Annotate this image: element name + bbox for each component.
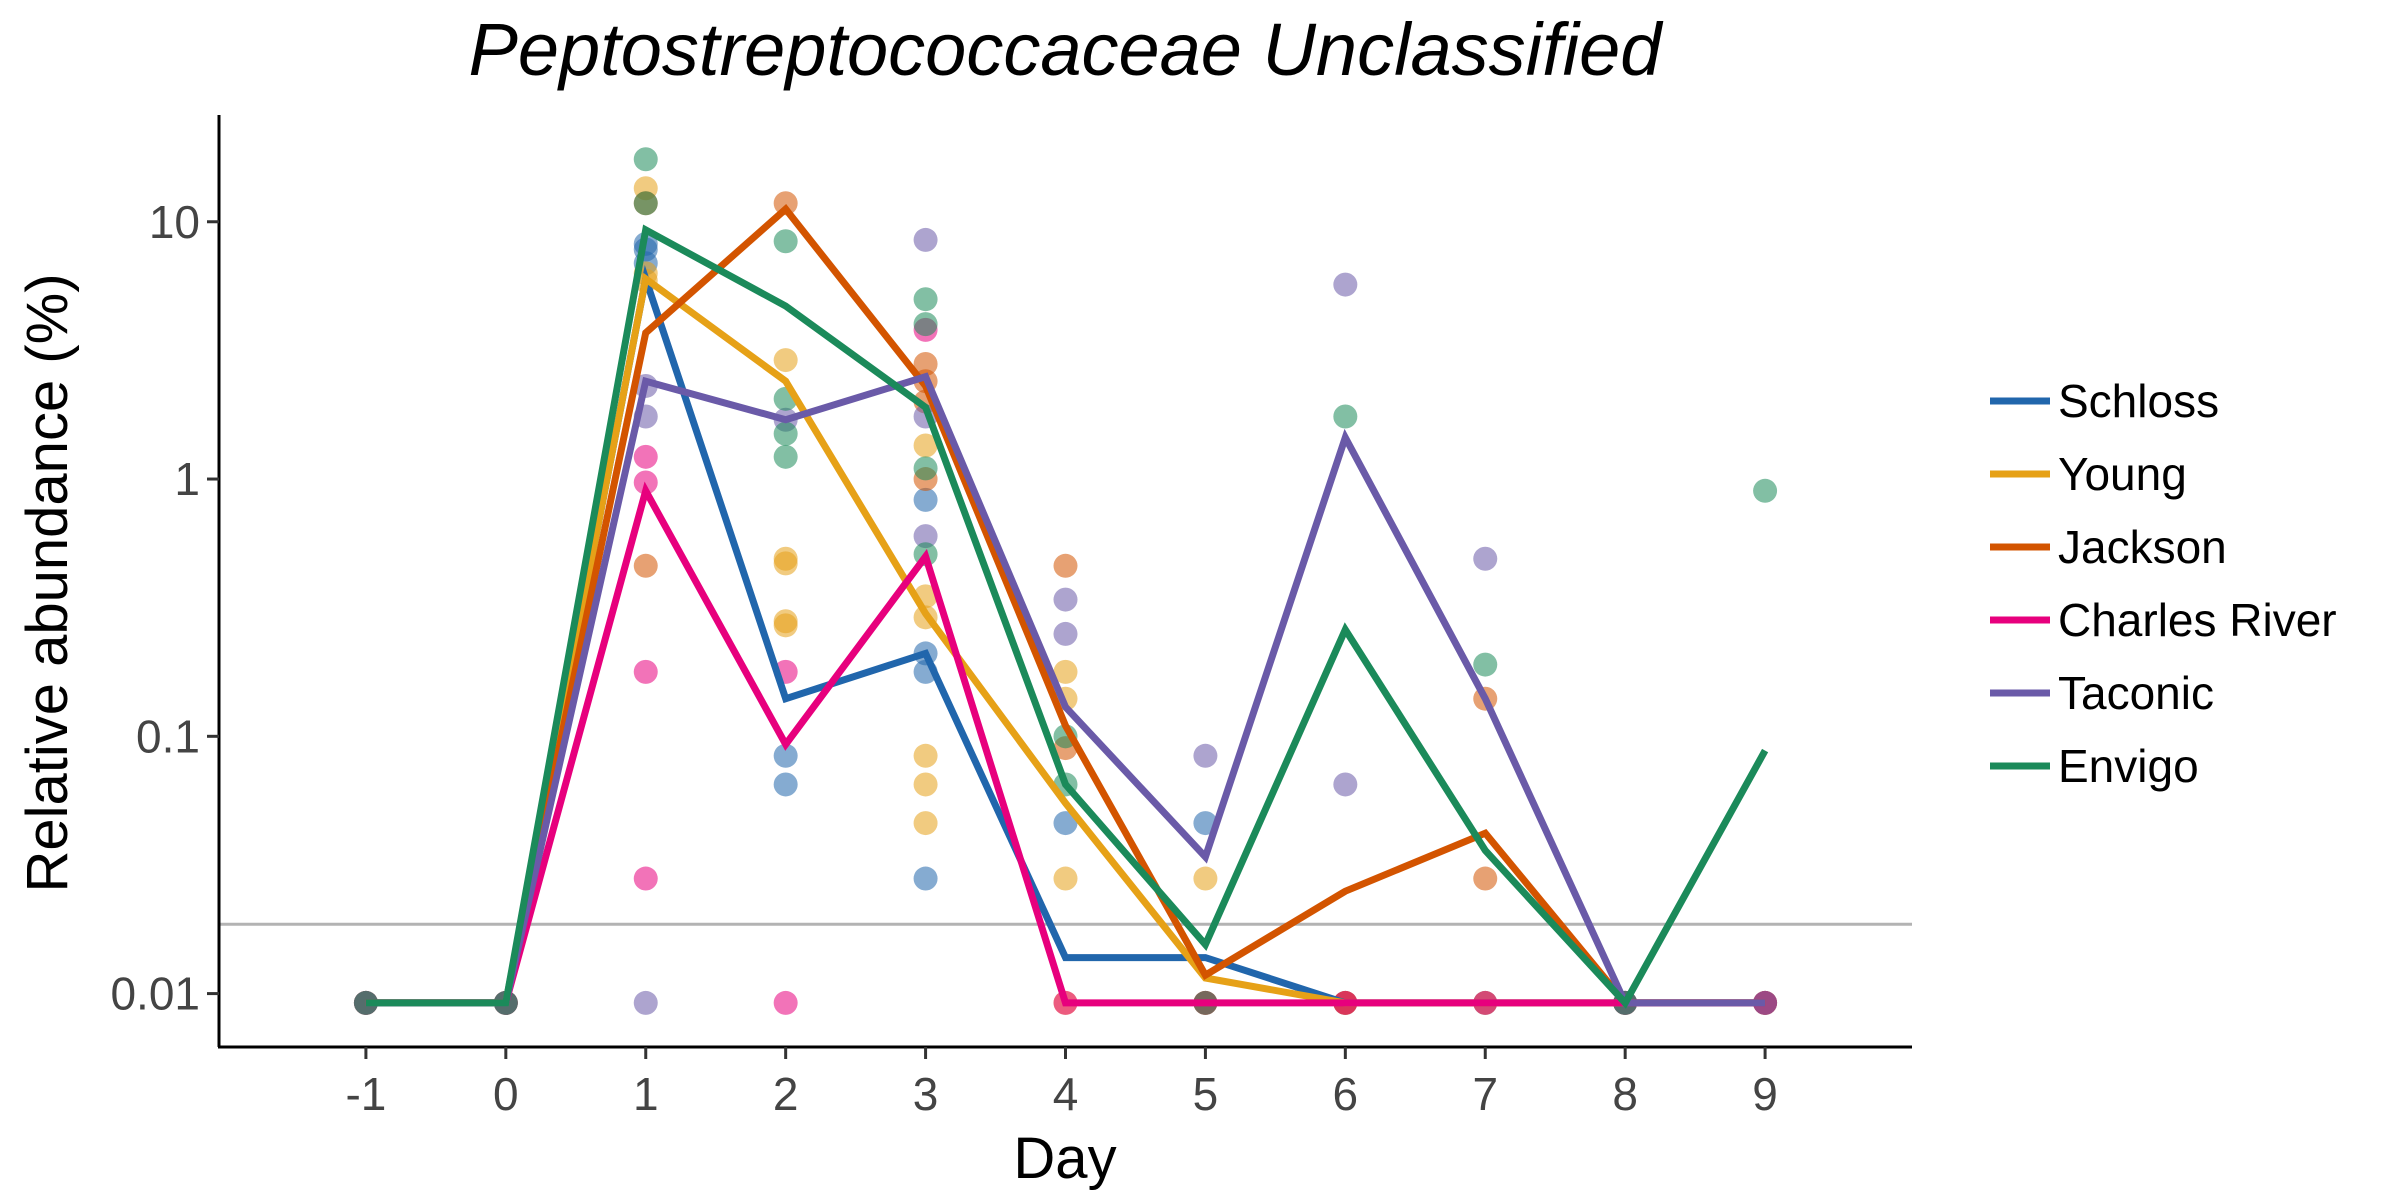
data-point-jackson bbox=[773, 191, 798, 216]
data-point-young bbox=[913, 433, 938, 458]
x-tick-label: -1 bbox=[345, 1068, 386, 1120]
y-axis-ticks: 0.01 0.1 1 10 bbox=[110, 196, 219, 1020]
x-tick-label: 9 bbox=[1752, 1068, 1778, 1120]
data-point-young bbox=[1053, 659, 1078, 684]
x-tick-label: 0 bbox=[493, 1068, 519, 1120]
x-tick-label: 3 bbox=[913, 1068, 939, 1120]
data-point-envigo bbox=[913, 312, 938, 337]
series-line-jackson bbox=[365, 204, 1766, 1007]
data-point-jackson bbox=[913, 351, 938, 376]
x-tick-label: 7 bbox=[1472, 1068, 1498, 1120]
data-point-young bbox=[913, 743, 938, 768]
data-point-charles-river bbox=[633, 444, 658, 469]
x-tick-label: 1 bbox=[633, 1068, 659, 1120]
data-point-charles-river bbox=[633, 659, 658, 684]
data-point-envigo bbox=[1473, 652, 1498, 677]
data-point-charles-river bbox=[633, 866, 658, 891]
legend-label-jackson: Jackson bbox=[2058, 521, 2227, 573]
chart-title: Peptostreptococcaceae Unclassified bbox=[469, 8, 1665, 91]
data-point-envigo bbox=[1333, 404, 1358, 429]
y-tick-label: 1 bbox=[174, 453, 200, 505]
legend-label-envigo: Envigo bbox=[2058, 740, 2199, 792]
data-point-envigo bbox=[773, 229, 798, 254]
data-point-charles-river bbox=[773, 990, 798, 1015]
series-line-envigo bbox=[365, 224, 1769, 1009]
x-tick-label: 5 bbox=[1193, 1068, 1219, 1120]
data-points bbox=[353, 147, 1778, 1015]
data-point-envigo bbox=[913, 456, 938, 481]
series-line-taconic bbox=[365, 372, 1766, 1007]
data-point-young bbox=[773, 613, 798, 638]
data-point-envigo bbox=[773, 421, 798, 446]
data-point-charles-river bbox=[633, 470, 658, 495]
data-point-envigo bbox=[773, 444, 798, 469]
legend: Schloss Young Jackson Charles River Taconic E… bbox=[1990, 375, 2337, 792]
data-point-taconic bbox=[1333, 772, 1358, 797]
x-axis-ticks: -1 0 1 2 3 4 5 6 7 8 9 bbox=[345, 1047, 1778, 1120]
y-tick-label: 10 bbox=[149, 196, 200, 248]
data-point-young bbox=[773, 551, 798, 576]
data-point-young bbox=[1053, 866, 1078, 891]
x-tick-label: 2 bbox=[773, 1068, 799, 1120]
legend-label-charles-river: Charles River bbox=[2058, 594, 2337, 646]
data-point-taconic bbox=[633, 990, 658, 1015]
data-point-jackson bbox=[633, 553, 658, 578]
legend-label-schloss: Schloss bbox=[2058, 375, 2219, 427]
y-axis-title: Relative abundance (%) bbox=[15, 273, 80, 892]
data-point-taconic bbox=[1053, 587, 1078, 612]
x-tick-label: 8 bbox=[1612, 1068, 1638, 1120]
legend-label-young: Young bbox=[2058, 448, 2187, 500]
legend-label-taconic: Taconic bbox=[2058, 667, 2214, 719]
y-tick-label: 0.1 bbox=[136, 710, 200, 762]
data-point-taconic bbox=[1193, 743, 1218, 768]
data-point-taconic bbox=[913, 227, 938, 252]
data-point-jackson bbox=[1473, 866, 1498, 891]
data-point-young bbox=[913, 772, 938, 797]
data-point-jackson bbox=[1053, 553, 1078, 578]
data-point-envigo bbox=[913, 287, 938, 312]
data-point-schloss bbox=[773, 743, 798, 768]
data-point-young bbox=[773, 348, 798, 373]
data-point-envigo bbox=[1753, 478, 1778, 503]
x-axis-title: Day bbox=[1013, 1126, 1116, 1191]
y-tick-label: 0.01 bbox=[110, 968, 200, 1020]
data-point-envigo bbox=[633, 147, 658, 172]
x-tick-label: 4 bbox=[1053, 1068, 1079, 1120]
series-line-charles-river bbox=[365, 481, 1766, 1007]
data-point-schloss bbox=[913, 487, 938, 512]
data-point-young bbox=[913, 811, 938, 836]
data-point-taconic bbox=[1333, 272, 1358, 297]
data-point-taconic bbox=[1473, 546, 1498, 571]
median-lines bbox=[365, 204, 1769, 1009]
data-point-schloss bbox=[913, 866, 938, 891]
data-point-schloss bbox=[1053, 811, 1078, 836]
data-point-taconic bbox=[913, 524, 938, 549]
data-point-envigo bbox=[633, 191, 658, 216]
x-tick-label: 6 bbox=[1333, 1068, 1359, 1120]
data-point-schloss bbox=[773, 772, 798, 797]
data-point-young bbox=[1193, 866, 1218, 891]
data-point-taconic bbox=[1053, 621, 1078, 646]
